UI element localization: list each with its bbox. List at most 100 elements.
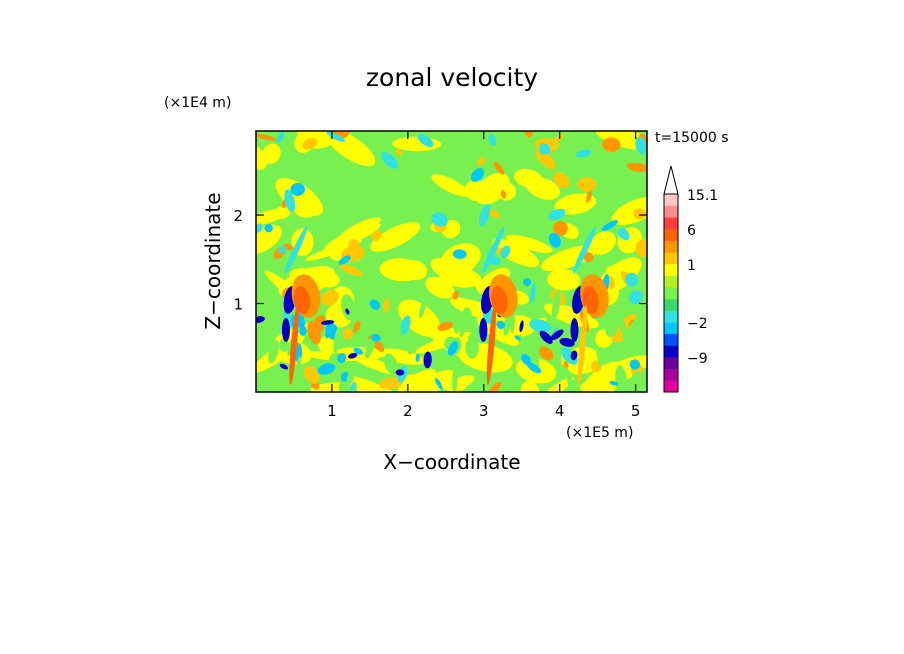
contour-blob bbox=[342, 328, 353, 340]
colorbar-segment bbox=[664, 263, 678, 276]
contour-blob bbox=[583, 361, 626, 392]
contour-blob bbox=[256, 134, 277, 141]
colorbar-segment bbox=[664, 240, 678, 253]
contour-blob bbox=[403, 260, 428, 280]
contour-blob bbox=[635, 239, 647, 258]
contour-blob bbox=[417, 133, 434, 148]
contour-blob bbox=[268, 340, 280, 364]
contour-blob bbox=[415, 353, 420, 362]
contour-blob bbox=[491, 238, 540, 267]
contour-blob bbox=[382, 298, 390, 313]
contour-blob bbox=[551, 289, 561, 320]
contour-blob bbox=[529, 319, 552, 333]
contour-blob bbox=[553, 221, 568, 236]
y-axis: 12 bbox=[233, 207, 647, 314]
contour-blob bbox=[452, 367, 458, 392]
colorbar-segment bbox=[664, 333, 678, 346]
contour-blob bbox=[570, 318, 579, 342]
colorbar-segment bbox=[664, 298, 678, 311]
contour-blob bbox=[500, 189, 506, 199]
contour-blob bbox=[470, 168, 485, 182]
contour-blob bbox=[333, 327, 341, 354]
contour-blob bbox=[544, 143, 551, 155]
contour-blob bbox=[589, 231, 616, 255]
colorbar-tick-label: 6 bbox=[687, 223, 696, 239]
contour-blob bbox=[407, 339, 416, 355]
x-tick-label: 2 bbox=[403, 402, 413, 420]
contour-blob bbox=[431, 174, 470, 197]
contour-blob bbox=[462, 307, 472, 318]
contour-blob bbox=[264, 223, 273, 233]
colorbar-segment bbox=[664, 357, 678, 370]
contour-blob bbox=[486, 305, 496, 385]
y-unit-label: (×1E4 m) bbox=[164, 95, 231, 111]
contour-blob bbox=[570, 350, 578, 361]
contour-blob bbox=[577, 305, 588, 385]
colorbar-tick-label: −9 bbox=[687, 351, 708, 367]
contour-blob bbox=[295, 356, 302, 384]
contour-blob bbox=[527, 362, 542, 374]
colorbar-segment bbox=[664, 217, 678, 230]
contour-blob bbox=[514, 168, 543, 188]
contour-blob bbox=[452, 249, 467, 259]
contour-blob bbox=[493, 161, 505, 175]
contour-blob bbox=[256, 224, 282, 255]
contour-blob bbox=[519, 320, 524, 333]
contour-blob bbox=[447, 341, 459, 356]
contour-blob bbox=[371, 230, 383, 241]
contour-blob bbox=[548, 208, 566, 221]
contour-blob bbox=[435, 377, 443, 390]
contour-blob bbox=[326, 131, 346, 142]
x-axis-title: X−coordinate bbox=[383, 450, 520, 474]
contour-blob bbox=[452, 290, 459, 300]
contour-blob bbox=[425, 276, 455, 299]
contour-blob bbox=[625, 272, 639, 288]
contour-blob bbox=[349, 381, 357, 392]
contour-blob bbox=[488, 133, 497, 146]
contour-blob bbox=[378, 348, 426, 365]
contour-blob bbox=[377, 311, 383, 326]
colorbar-segment bbox=[664, 345, 678, 358]
contour-blob bbox=[489, 256, 501, 266]
y-tick-label: 2 bbox=[233, 207, 243, 225]
contour-blob bbox=[371, 333, 381, 342]
colorbar-segment bbox=[664, 194, 678, 206]
contour-blob bbox=[276, 131, 285, 143]
contour-blob bbox=[542, 376, 574, 392]
contour-blob bbox=[426, 295, 439, 306]
contour-blob bbox=[317, 272, 340, 288]
contour-blob bbox=[445, 312, 451, 323]
contour-blob bbox=[353, 347, 363, 355]
contour-blob bbox=[500, 245, 511, 258]
contour-blob bbox=[380, 151, 399, 169]
contour-blob bbox=[303, 365, 320, 384]
y-axis-title: Z−coordinate bbox=[201, 192, 225, 329]
contour-blob bbox=[290, 182, 305, 196]
contour-blob bbox=[617, 315, 627, 336]
colorbar-extend-triangle bbox=[663, 165, 679, 195]
x-tick-label: 4 bbox=[555, 402, 565, 420]
contour-blob bbox=[325, 329, 330, 339]
contour-blob bbox=[554, 193, 597, 215]
contour-blob bbox=[617, 227, 630, 241]
contour-blob bbox=[633, 208, 647, 220]
contour-blob bbox=[431, 212, 448, 227]
contour-blob bbox=[628, 290, 644, 305]
colorbar-segment bbox=[664, 228, 678, 241]
chart-title: zonal velocity bbox=[366, 63, 538, 92]
colorbar-segment bbox=[664, 380, 678, 393]
contour-blob bbox=[629, 359, 641, 370]
contour-blob bbox=[605, 316, 619, 338]
contour-blob bbox=[430, 257, 462, 280]
contour-blob bbox=[320, 320, 335, 325]
contour-blob bbox=[539, 330, 553, 344]
contour-blob bbox=[396, 368, 436, 392]
contour-blob bbox=[310, 315, 326, 337]
contour-blob bbox=[560, 347, 578, 365]
plot-frame bbox=[255, 130, 648, 393]
contour-blob bbox=[520, 380, 540, 392]
contour-blob bbox=[395, 148, 403, 156]
contour-blob bbox=[505, 234, 553, 253]
contour-blob bbox=[338, 381, 351, 392]
